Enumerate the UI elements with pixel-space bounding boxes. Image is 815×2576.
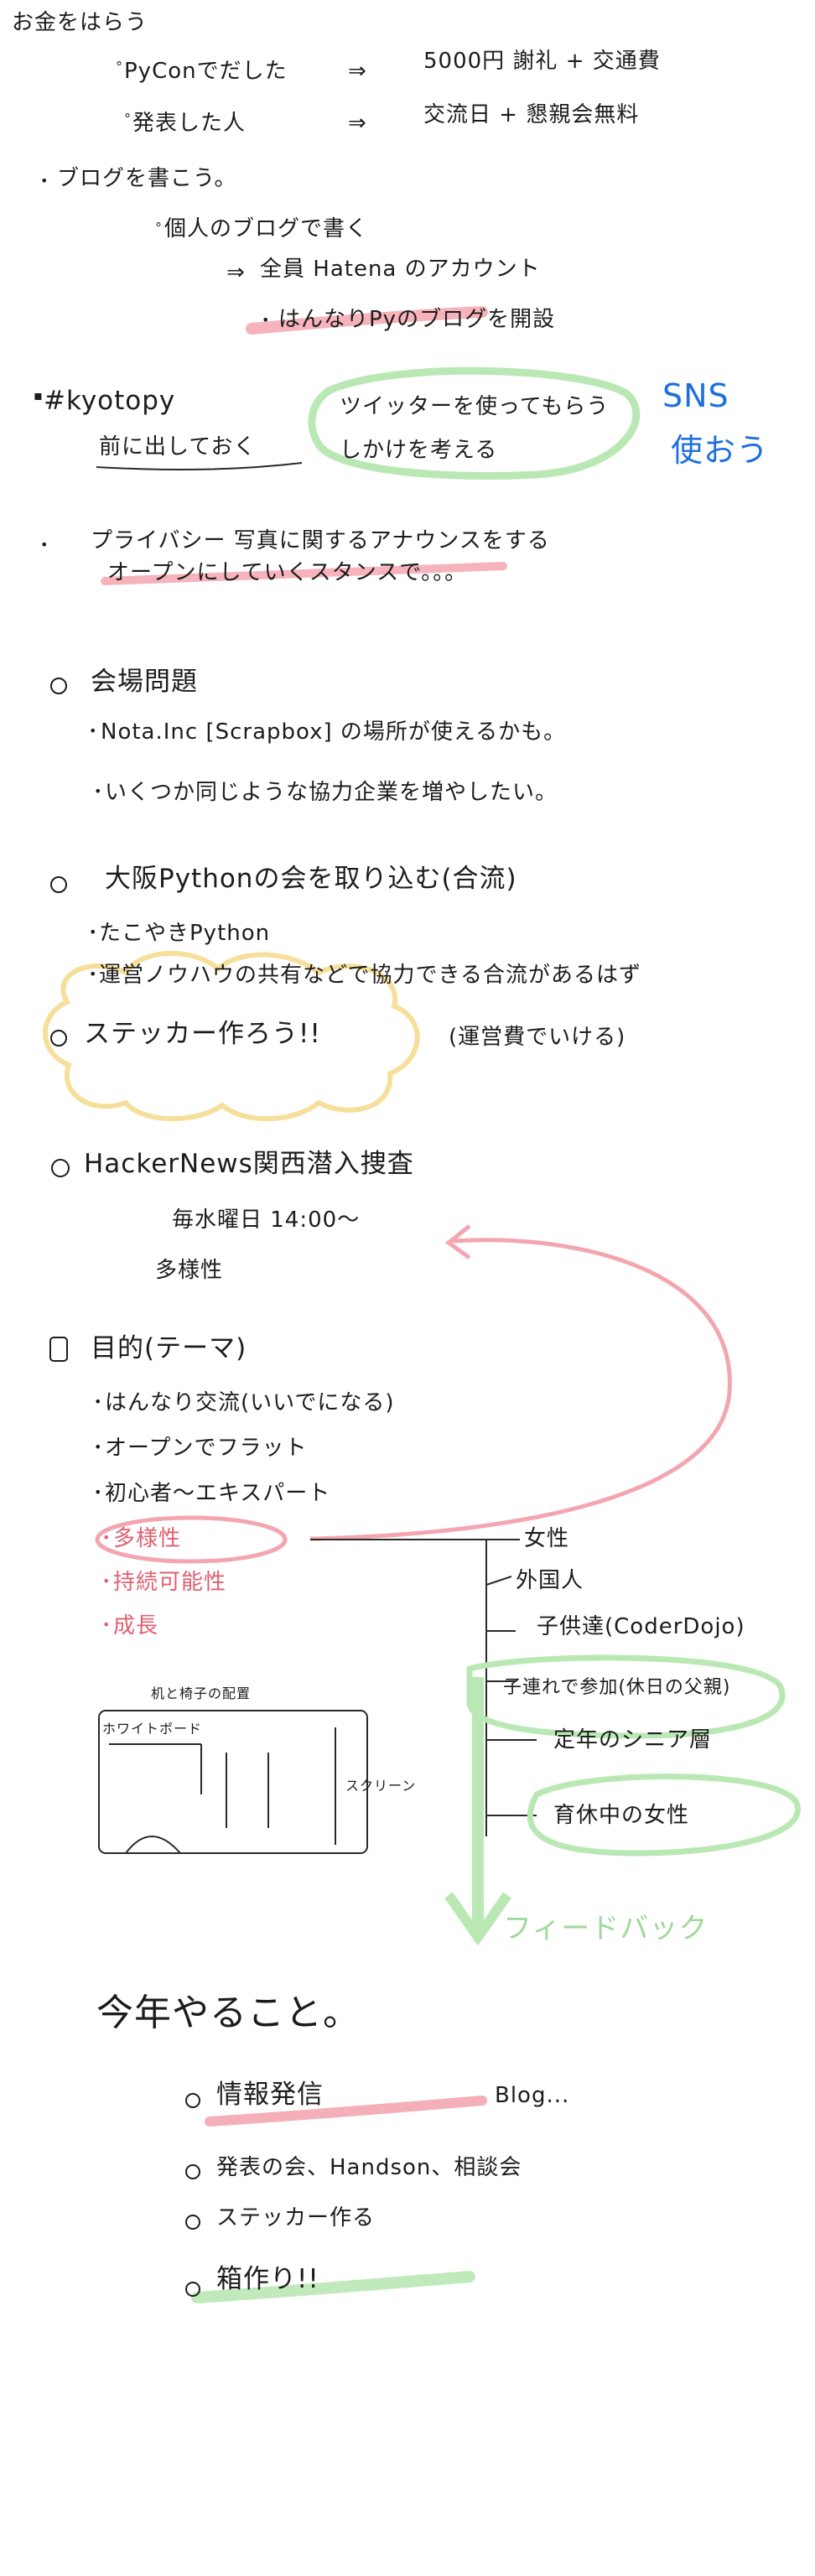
- underline-kyotopy: [96, 462, 303, 471]
- note-sticker: ステッカー作ろう!!: [84, 1019, 321, 1049]
- note-osaka: 大阪Pythonの会を取り込む(合流): [105, 864, 517, 894]
- note-purpose-2: オープンでフラット: [105, 1436, 308, 1461]
- sketch-screen: スクリーン: [345, 1778, 417, 1794]
- note-venue-nota: Nota.Inc [Scrapbox] の場所が使えるかも。: [101, 719, 567, 745]
- note-purpose-5: 持続可能性: [113, 1570, 227, 1595]
- dot-bullet: •: [102, 1573, 111, 1589]
- note-year-1: 情報発信: [216, 2080, 324, 2110]
- green-oval-twitter: [308, 366, 641, 480]
- dot-bullet: •: [89, 723, 97, 739]
- note-hn: HackerNews関西潜入捜査: [84, 1149, 414, 1179]
- note-twitter: ツイッターを使ってもらう: [340, 394, 610, 419]
- green-oval-kids: [466, 1654, 786, 1739]
- dot-bullet: •: [102, 1617, 111, 1633]
- note-takoyaki: たこやきPython: [99, 921, 271, 946]
- note-div-childcare: 育休中の女性: [553, 1803, 690, 1828]
- note-purpose: 目的(テーマ): [91, 1333, 247, 1363]
- note-hn-day: 毎水曜日 14:00〜: [172, 1208, 361, 1233]
- note-purpose-1: はんなり交流(いいでになる): [105, 1390, 395, 1415]
- arrow-3: ⇒: [226, 260, 246, 285]
- note-kyotopy-sub: 前に出しておく: [99, 434, 257, 460]
- note-venue: 会場問題: [91, 667, 198, 697]
- dot-bullet: °: [124, 111, 131, 127]
- dot-bullet: •: [89, 966, 97, 982]
- note-div-foreign: 外国人: [516, 1568, 584, 1593]
- note-speaker-result: 交流日 + 懇親会無料: [423, 102, 640, 127]
- note-year-2: 発表の会、Handson、相談会: [216, 2155, 522, 2180]
- room-sketch: [98, 1710, 368, 1854]
- note-year-1b: Blog...: [495, 2083, 570, 2108]
- note-year-3: ステッカー作る: [216, 2205, 376, 2231]
- dot-bullet: •: [40, 537, 49, 553]
- dot-bullet: •: [94, 1439, 102, 1455]
- dot-bullet: °: [155, 220, 162, 236]
- note-div-kids-parents: 子連れで参加(休日の父親): [503, 1677, 731, 1698]
- dot-bullet: •: [94, 1394, 102, 1410]
- dot-bullet: •: [102, 1530, 111, 1545]
- dot-bullet: •: [262, 312, 270, 328]
- note-kyotopy: #kyotopy: [44, 386, 176, 416]
- note-sns-sub: 使おう: [671, 432, 770, 469]
- note-div-women: 女性: [524, 1526, 570, 1551]
- green-arrow-feedback-head: [444, 1892, 511, 1946]
- note-blog: ブログを書こう。: [57, 166, 237, 191]
- note-venue-more: いくつか同じような協力企業を増やしたい。: [105, 780, 558, 805]
- note-purpose-3: 初心者〜エキスパート: [105, 1481, 331, 1506]
- square-bullet: ▪: [34, 387, 43, 403]
- red-highlight-info: [205, 2096, 487, 2127]
- note-blog-hannari: はんなりPyのブログを開設: [278, 307, 556, 332]
- note-money: お金をはらう: [12, 10, 148, 35]
- branch-lines: [310, 1539, 537, 1836]
- dot-bullet: °: [116, 59, 122, 75]
- note-sns: SNS: [662, 377, 729, 414]
- note-speaker: 発表した人: [132, 111, 247, 136]
- note-purpose-4: 多様性: [113, 1526, 182, 1551]
- green-oval-childcare: [527, 1774, 801, 1857]
- note-sticker-note: (運営費でいける): [449, 1025, 626, 1050]
- note-purpose-6: 成長: [113, 1613, 159, 1639]
- red-arrow-head: [444, 1224, 471, 1260]
- circle-bullets: [49, 678, 200, 2297]
- note-feedback: フィードバック: [503, 1912, 709, 1945]
- red-highlight-blog: [246, 306, 488, 335]
- sketch-board: ホワイトボード: [102, 1721, 203, 1737]
- note-blog-personal: 個人のブログで書く: [164, 216, 369, 242]
- note-pycon-result: 5000円 謝礼 + 交通費: [423, 49, 661, 74]
- dot-bullet: •: [94, 1484, 102, 1500]
- note-year-4: 箱作り!!: [216, 2264, 319, 2294]
- note-privacy: プライバシー 写真に関するアナウンスをする: [91, 528, 550, 553]
- green-highlight-box: [191, 2271, 475, 2303]
- note-blog-hatena: 全員 Hatena のアカウント: [260, 257, 541, 282]
- dot-bullet: •: [89, 924, 97, 940]
- red-highlight-privacy: [101, 562, 507, 585]
- yellow-cloud-sticker: [43, 950, 420, 1122]
- note-pycon: PyConでだした: [124, 59, 288, 84]
- arrow-2: ⇒: [348, 111, 367, 136]
- note-hn-div: 多様性: [155, 1258, 224, 1283]
- sketch-table: 机と椅子の配置: [151, 1685, 252, 1701]
- note-year: 今年やること。: [96, 1992, 361, 2034]
- note-div-senior: 定年のシニア層: [553, 1727, 713, 1753]
- red-oval-diversity: [95, 1515, 288, 1564]
- arrow-1: ⇒: [348, 59, 367, 84]
- note-osaka-share: 運営ノウハウの共有などで協力できる合流があるはず: [99, 963, 641, 988]
- note-twitter-sub: しかけを考える: [340, 438, 498, 463]
- dot-bullet: •: [40, 173, 49, 189]
- note-div-kids: 子供達(CoderDojo): [537, 1614, 745, 1639]
- note-privacy-sub: オープンにしていくスタンスで。。。: [107, 560, 468, 585]
- red-arrow-diversity: [309, 1238, 732, 1541]
- dot-bullet: •: [94, 783, 102, 799]
